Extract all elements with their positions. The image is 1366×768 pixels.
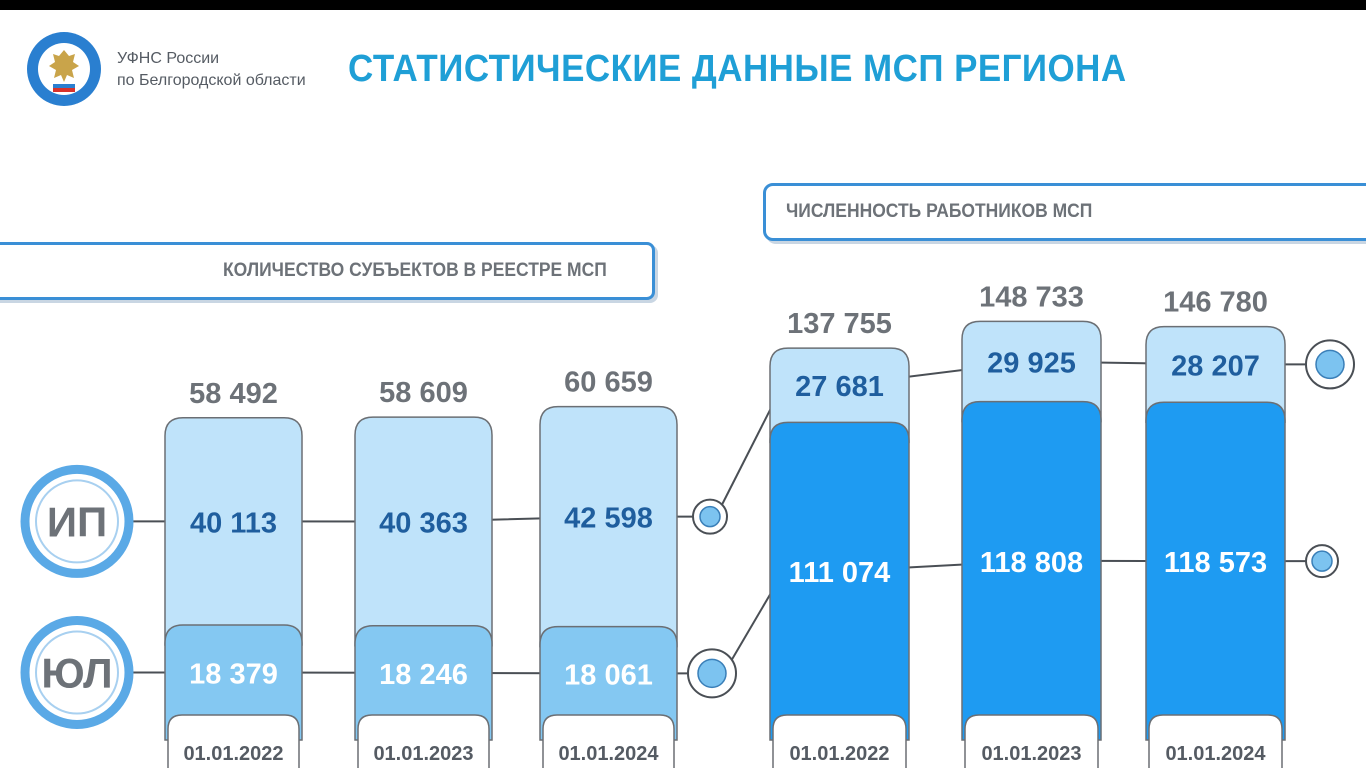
label-ul-employees-0: 111 074	[789, 557, 891, 589]
legend-ip-label: ИП	[47, 498, 107, 545]
label-ip-employees-1: 29 925	[987, 347, 1076, 379]
bar-ul-entities-1	[354, 624, 493, 741]
connector-ip	[720, 399, 776, 508]
label-ip-entities-1: 40 363	[379, 507, 468, 539]
panel-entities-title: КОЛИЧЕСТВО СУБЪЕКТОВ В РЕЕСТРЕ МСП	[223, 260, 607, 281]
org-line-1: УФНС России	[117, 50, 220, 67]
page-title: СТАТИСТИЧЕСКИЕ ДАННЫЕ МСП РЕГИОНА	[348, 48, 1127, 90]
bar-ul-employees-1	[961, 400, 1102, 741]
label-ul-entities-0: 18 379	[189, 659, 278, 691]
date-label-entities-2: 01.01.2024	[558, 743, 659, 765]
label-ul-entities-1: 18 246	[379, 659, 468, 691]
panel-entities-count: КОЛИЧЕСТВО СУБЪЕКТОВ В РЕЕСТРЕ МСП	[0, 242, 655, 300]
marker-ip-entities-inner	[699, 505, 721, 528]
date-label-employees-2: 01.01.2024	[1165, 743, 1266, 765]
organization-name: УФНС России по Белгородской области	[117, 48, 306, 92]
bar-ip-entities-1	[354, 416, 493, 647]
date-label-entities-0: 01.01.2022	[183, 743, 283, 765]
marker-ul-entities-inner	[697, 658, 727, 689]
legend-ul-label: ЮЛ	[41, 650, 112, 697]
date-label-employees-0: 01.01.2022	[789, 743, 889, 765]
bar-ip-employees-1	[961, 320, 1102, 423]
panel-employees-count: ЧИСЛЕННОСТЬ РАБОТНИКОВ МСП	[763, 183, 1366, 241]
legend-ul-inner-ring	[35, 630, 119, 715]
marker-ip-employees-inner	[1315, 349, 1345, 380]
date-tab-employees-1	[964, 714, 1099, 768]
date-label-entities-1: 01.01.2023	[373, 743, 473, 765]
panel-employees-title: ЧИСЛЕННОСТЬ РАБОТНИКОВ МСП	[786, 201, 1093, 222]
label-ul-employees-2: 118 573	[1164, 547, 1267, 579]
total-employees-0: 137 755	[787, 308, 892, 340]
bar-ul-employees-2	[1145, 401, 1286, 741]
top-black-bar	[0, 0, 1366, 10]
bar-ip-employees-2	[1145, 325, 1286, 423]
date-tab-employees-2	[1148, 714, 1283, 768]
total-entities-1: 58 609	[379, 377, 468, 409]
label-ip-entities-0: 40 113	[190, 507, 277, 539]
label-ip-employees-0: 27 681	[795, 371, 884, 403]
marker-ul-employees-inner	[1311, 550, 1333, 572]
total-employees-2: 146 780	[1163, 287, 1268, 319]
bar-ul-employees-0	[769, 421, 910, 741]
total-entities-2: 60 659	[564, 367, 653, 399]
date-tab-entities-1	[357, 714, 490, 768]
label-ip-employees-2: 28 207	[1171, 350, 1260, 382]
fns-emblem-icon	[27, 32, 101, 106]
date-tab-entities-2	[542, 714, 675, 768]
date-tab-employees-0	[772, 714, 907, 768]
legend-ip-inner-ring	[35, 479, 119, 564]
label-ul-employees-1: 118 808	[980, 547, 1083, 579]
date-label-employees-1: 01.01.2023	[981, 743, 1081, 765]
date-tab-entities-0	[167, 714, 300, 768]
label-ul-entities-2: 18 061	[564, 659, 653, 691]
label-ip-entities-2: 42 598	[564, 503, 653, 535]
connector-ul	[731, 585, 776, 660]
bar-ip-entities-2	[539, 405, 678, 648]
bar-ul-entities-2	[539, 625, 678, 741]
total-entities-0: 58 492	[189, 378, 278, 410]
bar-ip-employees-0	[769, 347, 910, 444]
bar-ip-entities-0	[164, 417, 303, 646]
bar-ul-entities-0	[164, 624, 303, 741]
total-employees-1: 148 733	[979, 281, 1084, 313]
org-line-2: по Белгородской области	[117, 72, 306, 89]
